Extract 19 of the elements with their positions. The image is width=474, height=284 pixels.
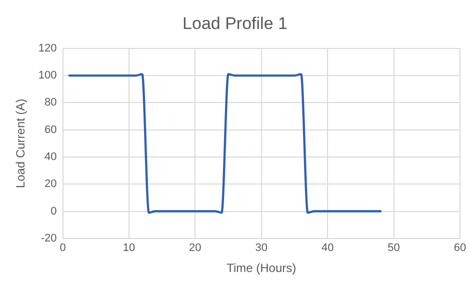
x-tick-label: 20 — [189, 242, 202, 254]
y-tick-label: 60 — [44, 124, 57, 136]
y-tick-label: 20 — [44, 178, 57, 190]
y-tick-label: 120 — [38, 42, 57, 54]
line-series — [68, 73, 382, 214]
x-tick-label: 30 — [255, 242, 268, 254]
x-tick-label: 0 — [60, 242, 66, 254]
y-tick-label: 40 — [44, 151, 57, 164]
x-tick-label: 60 — [454, 242, 466, 254]
y-tick-label: 0 — [50, 205, 57, 218]
x-tick-label: 50 — [388, 242, 400, 254]
y-tick-label: 80 — [44, 96, 57, 109]
y-tick-label: -20 — [40, 232, 57, 244]
x-tick-label: 40 — [321, 242, 334, 254]
x-tick-label: 10 — [122, 242, 136, 254]
y-tick-label: 100 — [38, 70, 57, 82]
chart-title: Load Profile 1 — [182, 14, 288, 33]
y-axis-title: Load Current (A) — [14, 98, 28, 188]
x-axis-title: Time (Hours) — [226, 261, 296, 276]
